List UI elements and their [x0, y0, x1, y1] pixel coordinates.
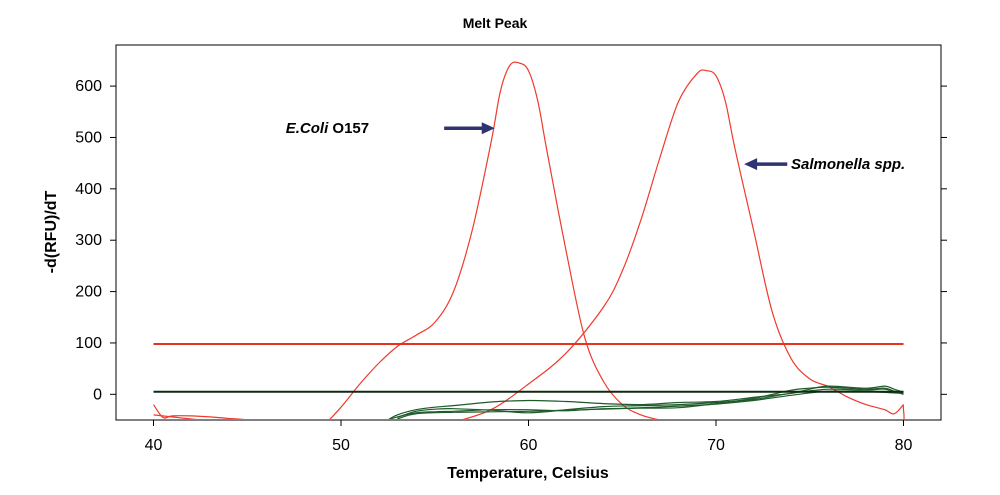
annotation-italic-text: E.Coli: [286, 120, 329, 137]
y-tick-label: 300: [75, 232, 102, 249]
annotation-italic-text: Salmonella spp.: [791, 156, 905, 173]
annotation-plain-text: O157: [328, 120, 369, 137]
plot-frame: [115, 44, 942, 421]
series-line-1: [153, 61, 905, 419]
annotation-arrow-head: [744, 158, 758, 171]
y-tick-label: 200: [75, 284, 102, 301]
x-tick-label: 70: [707, 437, 725, 454]
series-line-4: [388, 385, 904, 419]
y-tick-label: 500: [75, 129, 102, 146]
annotation-label: E.Coli O157: [286, 120, 369, 137]
y-axis: 0 100 200 300 400 500 600: [75, 78, 947, 403]
y-axis-label: -d(RFU)/dT: [43, 190, 60, 273]
chart-title: Melt Peak: [463, 15, 528, 31]
y-tick-label: 400: [75, 181, 102, 198]
y-tick-label: 600: [75, 78, 102, 95]
y-tick-label: 0: [93, 386, 102, 403]
series-line-3: [388, 386, 904, 419]
annotations: E.Coli O157 Salmonella spp.: [286, 120, 905, 173]
series-line-5: [397, 388, 904, 418]
y-tick-label: 100: [75, 335, 102, 352]
x-tick-label: 80: [895, 437, 913, 454]
x-axis-label: Temperature, Celsius: [447, 465, 609, 482]
x-axis: 40 50 60 70 80: [145, 420, 913, 454]
annotation-arrow-head: [481, 122, 495, 135]
x-tick-label: 60: [520, 437, 538, 454]
x-tick-label: 40: [145, 437, 163, 454]
x-tick-label: 50: [332, 437, 350, 454]
plot-area: [153, 61, 905, 419]
annotation-label: Salmonella spp.: [791, 156, 905, 173]
